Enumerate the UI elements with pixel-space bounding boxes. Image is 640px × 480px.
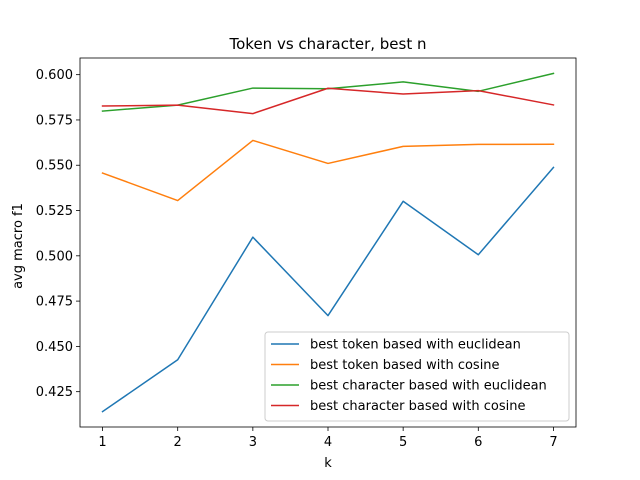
- x-tick-label-3: 3: [249, 435, 257, 450]
- x-tick-label-1: 1: [98, 435, 106, 450]
- x-tick-label-7: 7: [549, 435, 557, 450]
- series-line-4: [101, 87, 555, 115]
- y-tick-label-8: 0.600: [36, 68, 73, 83]
- y-tick-label-1: 0.425: [36, 385, 73, 400]
- x-tick-label-5: 5: [399, 435, 407, 450]
- x-tick-label-4: 4: [324, 435, 332, 450]
- y-tick-label-6: 0.550: [36, 159, 73, 174]
- y-tick-label-5: 0.525: [36, 204, 73, 219]
- chart-title: Token vs character, best n: [229, 35, 427, 53]
- y-tick-label-2: 0.450: [36, 340, 73, 355]
- x-tick-label-6: 6: [474, 435, 482, 450]
- y-tick-label-7: 0.575: [36, 113, 73, 128]
- legend-label-4: best character based with cosine: [310, 399, 525, 414]
- y-axis-label: avg macro f1: [11, 203, 26, 289]
- series-line-1: [101, 166, 555, 413]
- y-tick-label-3: 0.475: [36, 295, 73, 310]
- legend-box: [264, 331, 570, 422]
- x-tick-label-2: 2: [174, 435, 182, 450]
- legend-label-2: best token based with cosine: [310, 358, 500, 373]
- series-line-2: [101, 139, 555, 202]
- plot-area: 1 2 3 4 5 6 7 0.425 0.450 0.475 0.500 0.525 0.550 0.5…: [36, 57, 577, 450]
- x-axis-label: k: [324, 456, 332, 471]
- legend: best token based with euclidean best toke…: [264, 331, 570, 422]
- legend-label-3: best character based with euclidean: [310, 379, 547, 394]
- y-tick-label-4: 0.500: [36, 249, 73, 264]
- legend-label-1: best token based with euclidean: [310, 338, 521, 353]
